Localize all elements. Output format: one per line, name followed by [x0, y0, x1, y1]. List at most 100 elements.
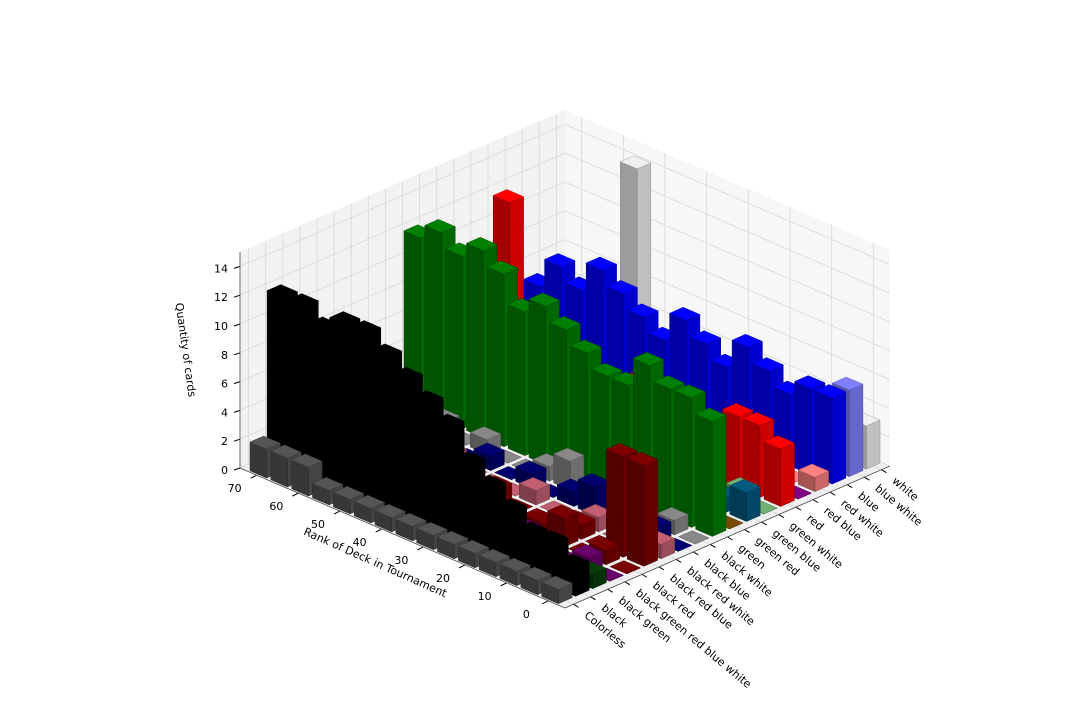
bar-face	[712, 414, 727, 537]
category-tick	[795, 506, 802, 511]
bar-top	[632, 352, 665, 366]
category-tick	[761, 521, 767, 526]
bar-top	[763, 435, 796, 450]
bar-top	[590, 362, 623, 377]
grid-line	[239, 152, 891, 296]
bar-top	[486, 260, 519, 275]
x-tick-label: 30	[394, 554, 408, 567]
bar-face	[780, 442, 795, 507]
category-tick	[829, 491, 836, 496]
bar-top	[473, 442, 505, 457]
z-tick-label: 12	[214, 291, 228, 304]
bar	[626, 452, 659, 567]
axis-line	[564, 465, 891, 609]
bar-face	[350, 326, 368, 507]
bar-top	[571, 544, 604, 559]
bar-top	[474, 474, 507, 489]
category-tick	[744, 529, 750, 533]
z-tick	[233, 265, 241, 269]
bar-top	[729, 479, 761, 493]
x-tick-label: 60	[269, 500, 283, 513]
bar-face	[848, 383, 864, 477]
bar-face	[329, 317, 347, 498]
grid-line	[239, 181, 891, 325]
bar-top	[391, 366, 424, 381]
bar-top	[831, 376, 864, 391]
bar-top	[457, 539, 490, 554]
bar	[695, 407, 727, 537]
z-tick-label: 0	[221, 464, 228, 477]
z-tick-label: 6	[221, 378, 228, 391]
bar-face	[487, 266, 505, 448]
x-tick	[458, 564, 466, 569]
bar-top	[328, 311, 361, 325]
bar-top	[731, 333, 764, 348]
x-tick	[500, 582, 507, 587]
bar-top	[528, 292, 560, 307]
bar-top	[518, 477, 551, 491]
bar-top	[433, 413, 465, 428]
bar-top	[606, 280, 639, 294]
bar-top	[541, 575, 573, 590]
bar	[291, 453, 323, 497]
x-tick-label: 20	[436, 572, 450, 585]
bar	[797, 463, 830, 492]
bar-top	[742, 412, 775, 426]
z-tick-label: 10	[214, 320, 228, 333]
category-tick	[864, 476, 870, 481]
bar-face	[674, 390, 692, 528]
category-tick	[573, 603, 579, 608]
bar	[541, 575, 573, 605]
bar-face	[412, 396, 430, 534]
z-tick-label: 2	[221, 435, 228, 448]
bar-top	[689, 330, 722, 345]
grid-line	[239, 210, 891, 354]
x-tick	[292, 492, 299, 497]
x-tick-label: 0	[523, 608, 530, 621]
bar	[518, 477, 551, 506]
bar-top	[627, 303, 659, 318]
bar-top	[266, 284, 299, 298]
bar-top	[453, 451, 486, 466]
bar-face	[424, 225, 442, 421]
x-tick-label: 10	[478, 590, 492, 603]
bar-face	[528, 298, 546, 465]
category-tick	[607, 588, 614, 593]
z-axis-label: Quantity of cards	[172, 302, 198, 398]
bar-top	[495, 498, 528, 512]
bar-top	[291, 453, 323, 468]
z-tick	[233, 381, 241, 385]
bar-top	[520, 566, 552, 581]
bar-top	[626, 452, 659, 466]
bar-face	[391, 372, 410, 525]
bar-top	[311, 477, 344, 491]
category-tick	[881, 469, 887, 474]
category-tick	[658, 566, 665, 571]
category-tick	[846, 484, 853, 489]
z-tick	[233, 352, 241, 356]
bar-face	[643, 459, 658, 567]
x-tick	[333, 510, 341, 515]
bar-top	[619, 155, 652, 170]
z-tick	[233, 409, 241, 413]
bar-top	[537, 530, 569, 545]
bar-top	[668, 307, 701, 321]
bar-face	[794, 381, 812, 476]
bar-top	[370, 343, 403, 358]
bar-top	[249, 435, 282, 450]
bar-top	[577, 473, 610, 487]
bar-top	[492, 189, 525, 203]
bar-top	[546, 504, 579, 519]
z-tick-label: 14	[214, 262, 228, 275]
bar-top	[558, 553, 590, 568]
bar-top	[674, 384, 706, 399]
x-tick	[417, 546, 424, 551]
category-tick	[624, 581, 631, 586]
bar	[677, 530, 710, 545]
bar-top	[353, 495, 386, 509]
x-tick-label: 40	[353, 536, 367, 549]
category-tick	[590, 596, 596, 601]
bar-top	[424, 219, 456, 233]
bar-top	[549, 316, 581, 330]
